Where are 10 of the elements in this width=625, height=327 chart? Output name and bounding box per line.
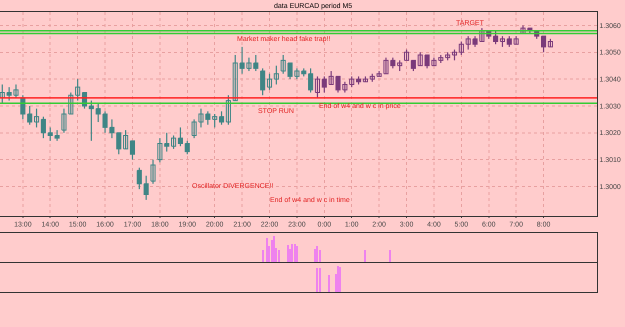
candlestick <box>314 76 320 98</box>
candlestick <box>192 118 197 139</box>
candlestick <box>383 57 389 74</box>
candlestick <box>274 65 279 86</box>
candlestick <box>266 73 272 90</box>
candlestick <box>198 108 204 128</box>
candlestick <box>150 159 156 184</box>
candlestick <box>452 48 458 61</box>
candlestick <box>404 48 410 61</box>
candlestick <box>13 84 19 98</box>
